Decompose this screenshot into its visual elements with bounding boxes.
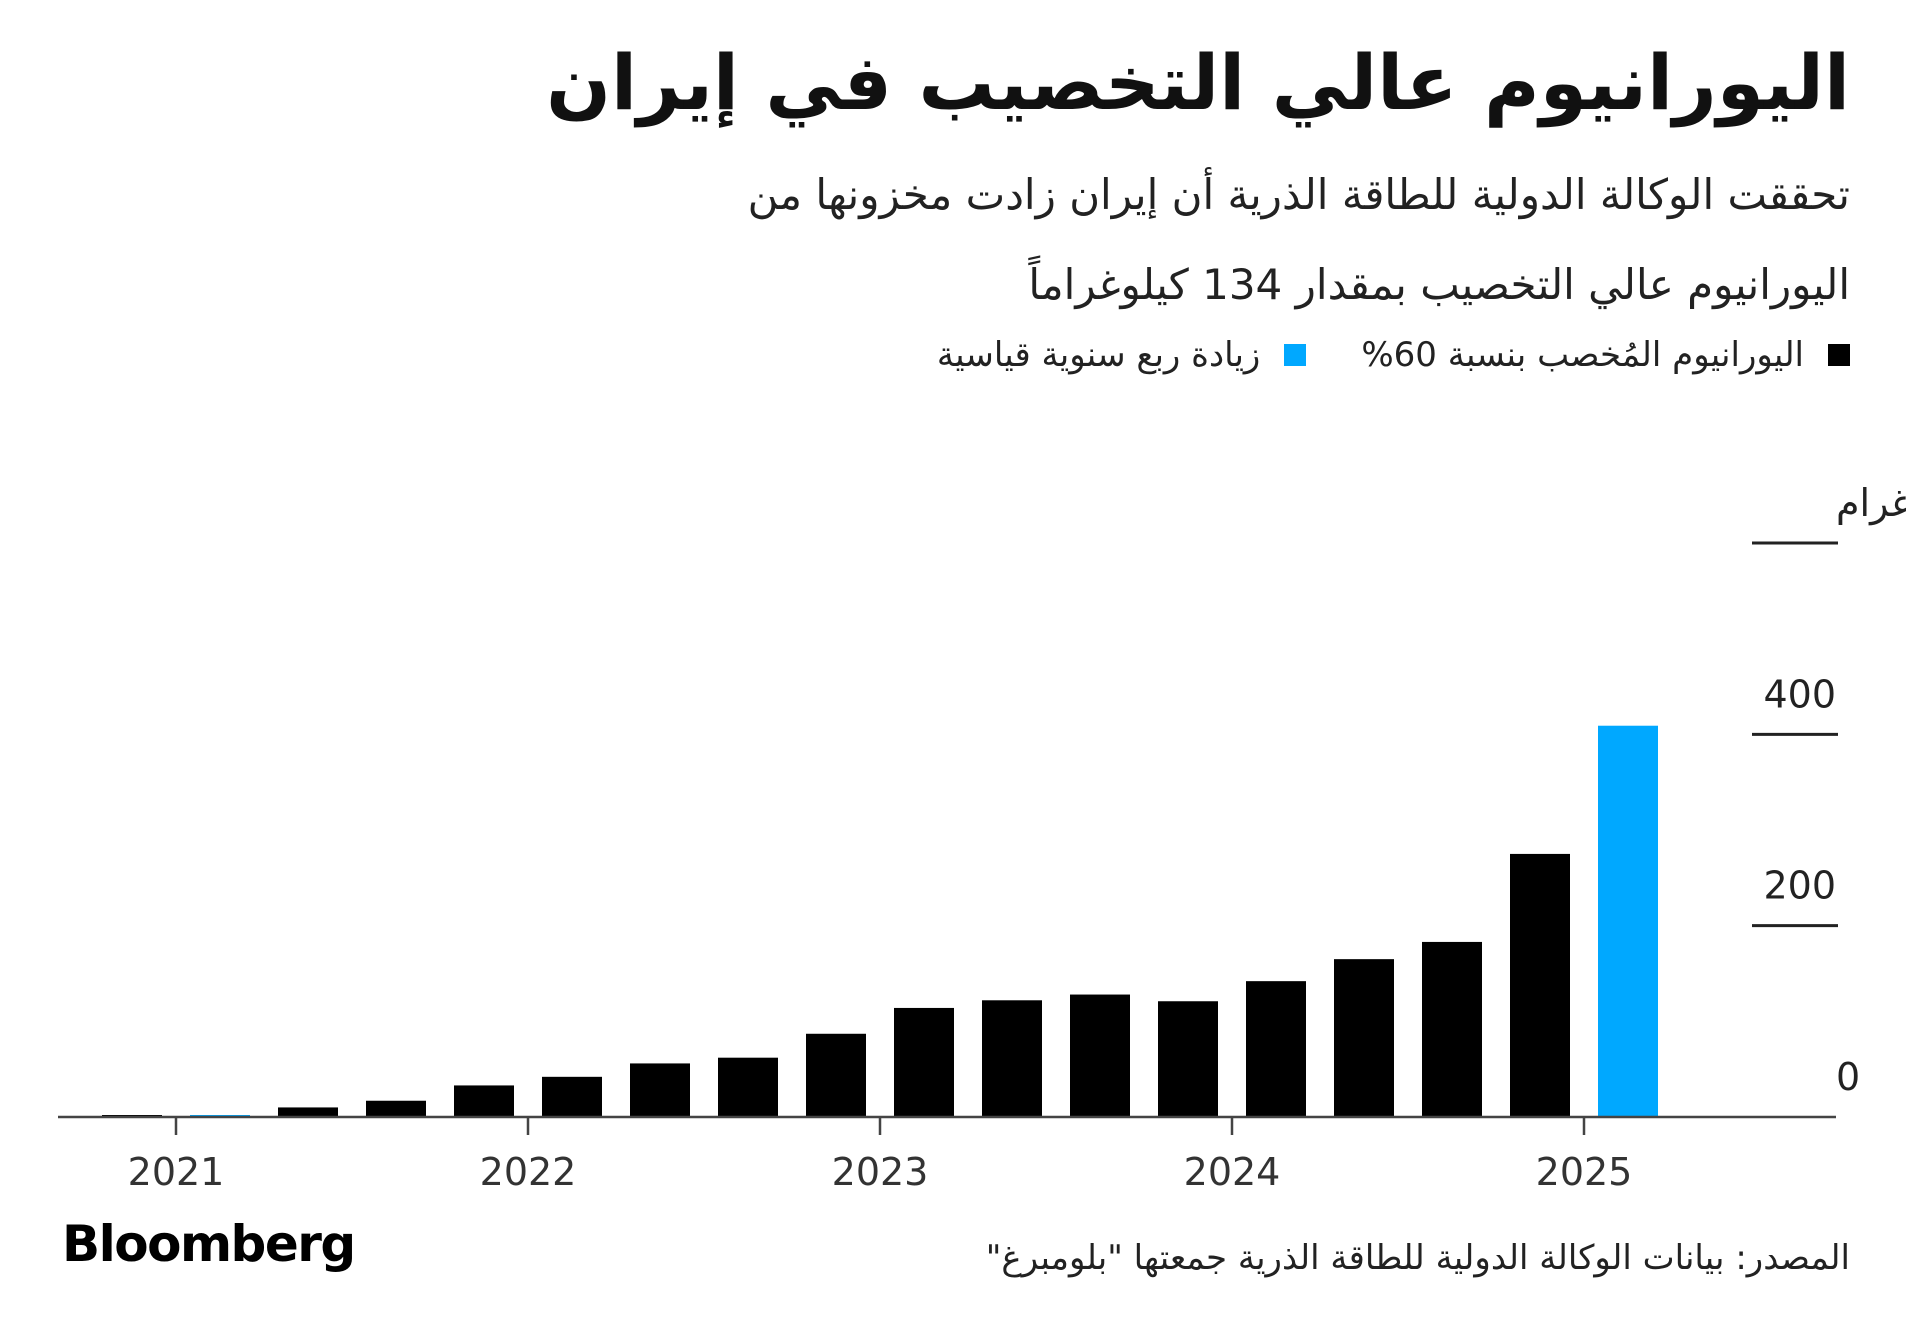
legend-swatch-record — [1284, 344, 1307, 366]
bar-12 — [1158, 1001, 1218, 1117]
bar-8 — [806, 1033, 866, 1117]
x-tick-label-2024: 2024 — [1184, 1150, 1281, 1194]
source-note: المصدر: بيانات الوكالة الدولية للطاقة ال… — [985, 1238, 1850, 1278]
legend-item-enriched: اليورانيوم المُخصب بنسبة 60% — [1361, 335, 1850, 375]
bar-13 — [1246, 981, 1306, 1117]
y-tick-label-200: 200 — [1763, 864, 1836, 908]
bar-16 — [1510, 853, 1570, 1117]
legend: اليورانيوم المُخصب بنسبة 60% زيادة ربع س… — [882, 335, 1850, 375]
chart-title: اليورانيوم عالي التخصيب في إيران — [546, 38, 1850, 127]
subtitle-line-2: اليورانيوم عالي التخصيب بمقدار 134 كيلوغ… — [1028, 260, 1850, 309]
y-tick-label-400: 400 — [1763, 672, 1836, 716]
legend-swatch-enriched — [1828, 344, 1850, 366]
legend-item-record: زيادة ربع سنوية قياسية — [936, 335, 1307, 375]
bar-17 — [1598, 725, 1658, 1117]
y-tick-label-0: 0 — [1836, 1055, 1860, 1099]
bar-5 — [542, 1076, 602, 1117]
bar-3 — [366, 1100, 426, 1117]
bar-2 — [278, 1107, 338, 1117]
bar-10 — [982, 1000, 1042, 1117]
bloomberg-logo: Bloomberg — [62, 1215, 356, 1273]
bar-9 — [894, 1007, 954, 1117]
bar-14 — [1334, 959, 1394, 1117]
legend-label-record: زيادة ربع سنوية قياسية — [936, 335, 1261, 375]
bar-4 — [454, 1085, 514, 1117]
bar-6 — [630, 1063, 690, 1117]
bar-7 — [718, 1057, 778, 1117]
x-tick-label-2025: 2025 — [1536, 1150, 1633, 1194]
legend-label-enriched: اليورانيوم المُخصب بنسبة 60% — [1361, 335, 1804, 375]
y-tick-label-600: 600 كيلوغرام — [1836, 481, 1906, 526]
x-tick-label-2021: 2021 — [128, 1150, 225, 1194]
x-tick-label-2023: 2023 — [832, 1150, 929, 1194]
bar-11 — [1070, 994, 1130, 1117]
bar-15 — [1422, 941, 1482, 1117]
subtitle-line-1: تحققت الوكالة الدولية للطاقة الذرية أن إ… — [747, 170, 1850, 219]
chart-subtitle: تحققت الوكالة الدولية للطاقة الذرية أن إ… — [748, 150, 1850, 330]
x-tick-label-2022: 2022 — [480, 1150, 577, 1194]
